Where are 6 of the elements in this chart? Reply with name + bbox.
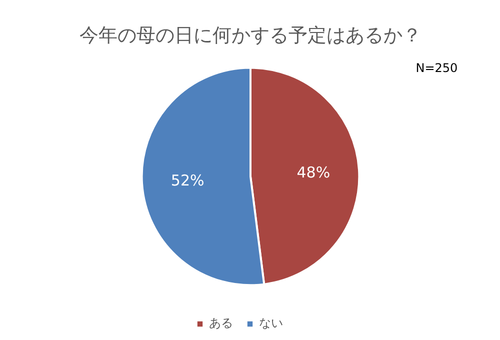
data-label: 48% xyxy=(296,164,330,182)
data-label: 52% xyxy=(170,171,204,190)
legend-label: ない xyxy=(259,315,283,332)
chart-title: 今年の母の日に何かする予定はあるか？ xyxy=(80,24,422,46)
legend-label: ある xyxy=(209,315,233,332)
text: N=250 xyxy=(416,60,458,75)
